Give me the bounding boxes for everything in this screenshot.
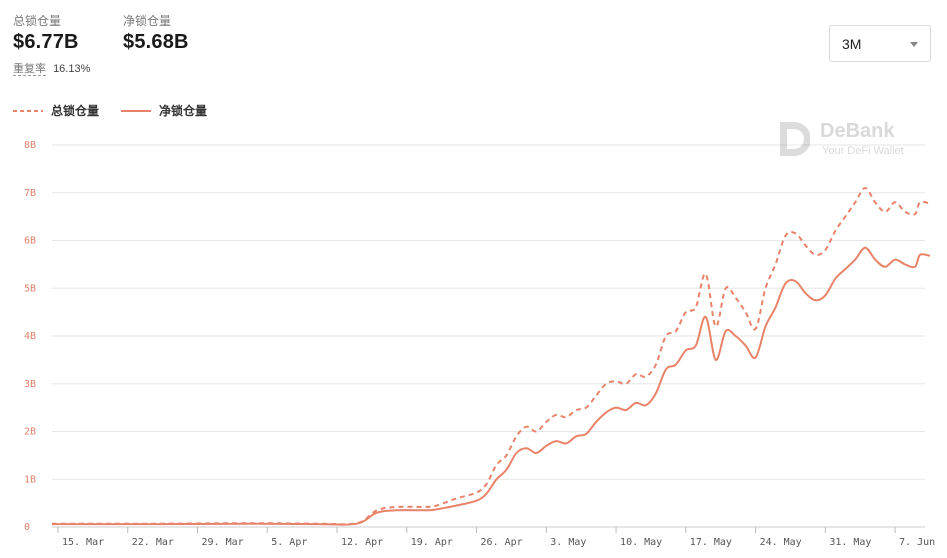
time-range-select[interactable]: 3M <box>829 25 931 62</box>
repeat-rate-label[interactable]: 重复率 <box>13 63 46 76</box>
net-locked-stat: 净锁仓量 $5.68B <box>123 12 189 54</box>
y-tick-label: 5B <box>24 283 36 294</box>
solid-line-icon <box>121 109 151 112</box>
x-tick-label: 5. Apr <box>271 537 307 548</box>
net-locked-value: $5.68B <box>123 31 189 53</box>
y-tick-label: 0 <box>24 522 30 533</box>
dashed-line-icon <box>13 109 43 112</box>
legend-item-total[interactable]: 总锁仓量 <box>13 102 99 119</box>
x-tick-label: 31. May <box>829 537 871 548</box>
x-tick-label: 12. Apr <box>341 537 383 548</box>
debank-watermark: DeBank Your DeFi Wallet <box>776 120 904 163</box>
legend-label-net: 净锁仓量 <box>159 104 208 118</box>
y-tick-label: 4B <box>24 331 36 342</box>
x-tick-label: 7. Jun <box>899 537 935 548</box>
series-line-net <box>51 246 931 526</box>
repeat-rate-value: 16.13% <box>53 63 91 75</box>
y-tick-label: 2B <box>24 427 36 438</box>
watermark-name: DeBank <box>820 120 895 142</box>
x-tick-label: 26. Apr <box>481 537 523 548</box>
x-tick-label: 19. Apr <box>411 537 453 548</box>
y-tick-label: 6B <box>24 236 36 247</box>
x-tick-label: 10. May <box>620 537 662 548</box>
total-locked-stat: 总锁仓量 $6.77B <box>13 12 79 54</box>
legend-item-net[interactable]: 净锁仓量 <box>121 102 207 119</box>
x-tick-label: 22. Mar <box>132 537 174 548</box>
x-tick-label: 24. May <box>760 537 802 548</box>
debank-logo-icon <box>780 122 811 156</box>
x-tick-label: 3. May <box>550 537 586 548</box>
legend-label-total: 总锁仓量 <box>51 104 100 118</box>
series-line-total <box>51 187 931 526</box>
total-locked-value: $6.77B <box>13 31 79 53</box>
x-tick-label: 15. Mar <box>62 537 104 548</box>
chevron-down-icon <box>910 42 918 47</box>
y-tick-label: 1B <box>24 474 36 485</box>
y-tick-label: 8B <box>24 140 36 151</box>
net-locked-label: 净锁仓量 <box>123 14 172 28</box>
time-range-value: 3M <box>842 36 862 52</box>
y-tick-label: 7B <box>24 188 36 199</box>
x-tick-label: 17. May <box>690 537 732 548</box>
repeat-rate: 重复率 16.13% <box>13 60 90 76</box>
x-tick-label: 29. Mar <box>201 537 243 548</box>
total-locked-label: 总锁仓量 <box>13 14 62 28</box>
watermark-tagline: Your DeFi Wallet <box>822 145 904 157</box>
y-tick-label: 3B <box>24 379 36 390</box>
